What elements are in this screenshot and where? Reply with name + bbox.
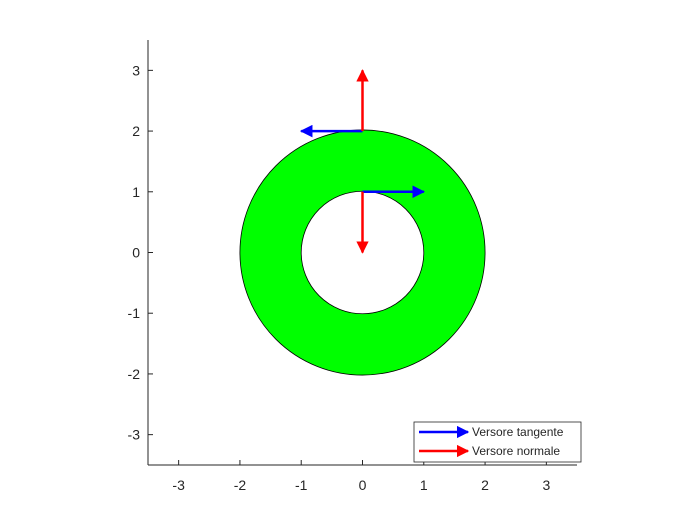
y-axis-ticks: -3 -2 -1 0 1 2 3	[128, 62, 153, 443]
legend-box	[413, 421, 582, 463]
legend-entries: Versore tangente Versore normale	[419, 425, 564, 458]
x-tick-label: 3	[542, 477, 550, 493]
y-tick-label: 0	[132, 245, 140, 261]
legend: Versore tangente Versore normale	[413, 421, 582, 463]
y-tick-label: -2	[128, 366, 141, 382]
legend-label: Versore normale	[472, 444, 560, 458]
x-tick-label: 2	[481, 477, 489, 493]
vector-layer	[299, 69, 426, 254]
x-tick-label: 0	[359, 477, 367, 493]
y-tick-label: 2	[132, 123, 140, 139]
x-tick-label: -3	[172, 477, 185, 493]
axes: -3 -2 -1 0 1 2 3 -3 -2 -1 0 1 2 3	[128, 40, 577, 493]
plot-area	[239, 69, 486, 376]
y-tick-label: 1	[132, 184, 140, 200]
annulus-region	[239, 129, 486, 376]
y-tick-label: -3	[128, 427, 141, 443]
x-tick-label: 1	[420, 477, 428, 493]
y-tick-label: 3	[132, 62, 140, 78]
x-axis-ticks: -3 -2 -1 0 1 2 3	[172, 460, 550, 493]
y-tick-label: -1	[128, 305, 141, 321]
x-tick-label: -1	[295, 477, 308, 493]
x-tick-label: -2	[234, 477, 247, 493]
legend-label: Versore tangente	[472, 425, 564, 439]
